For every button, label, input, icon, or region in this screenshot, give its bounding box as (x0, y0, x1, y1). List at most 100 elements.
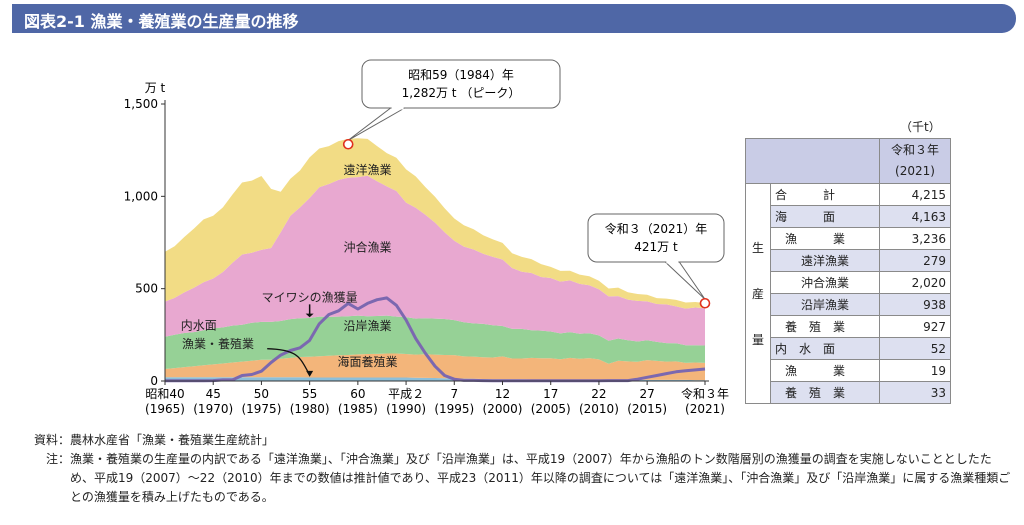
series-label: 漁業・養殖業 (182, 336, 254, 351)
x-tick-sublabel: (1980) (290, 402, 330, 416)
table-row-label-text: 漁 業 (785, 232, 846, 246)
callout-0: 昭和59（1984）年 1,282万 t （ピーク） (342, 59, 561, 150)
series-label: マイワシの漁獲量 (262, 291, 358, 305)
table-row-value: 927 (879, 315, 951, 338)
y-tick-label: 1,500 (124, 97, 158, 111)
y-tick-label: 500 (135, 282, 158, 296)
x-tick-label: 45 (206, 387, 221, 401)
area-series-4 (165, 138, 705, 309)
table-category-char: 量 (751, 332, 764, 347)
table-category-char: 産 (751, 286, 764, 301)
table-category: 生産量 (745, 183, 771, 404)
table-row: 漁 業 3,236 (746, 227, 951, 250)
callout-joint (666, 260, 679, 264)
y-tick-label: 1,000 (124, 189, 158, 203)
table-row: 内 水 面 52 (746, 337, 951, 360)
callout-pointer (664, 261, 706, 300)
table-row-value: 4,163 (879, 205, 951, 228)
table-row-value: 938 (879, 293, 951, 316)
x-tick-label: 27 (640, 387, 655, 401)
x-tick-label: 22 (591, 387, 606, 401)
area-series-2 (165, 315, 705, 369)
table-row: 生産量合 計 4,215 (745, 183, 951, 404)
table-row: 養 殖 業 33 (746, 381, 951, 404)
callout-marker (342, 138, 354, 150)
x-tick-label: 7 (450, 387, 458, 401)
x-tick-sublabel: (1975) (241, 402, 281, 416)
production-table: 令和３年 (2021) 生産量合 計 4,215 海 面 4,163 漁 業 3,236 遠洋漁… (745, 138, 951, 404)
x-tick-label: 50 (254, 387, 269, 401)
callout-pointer (347, 107, 405, 141)
table-row: 養 殖 業 927 (746, 315, 951, 338)
x-tick-label: 17 (543, 387, 558, 401)
table-row-value: 3,236 (879, 227, 951, 250)
callout-1: 令和３（2021）年 421万 t (587, 213, 725, 309)
y-tick-label: 0 (150, 374, 158, 388)
table-row-value: 52 (879, 337, 951, 360)
table-row-label-text: 内 水 面 (775, 342, 836, 356)
callout-marker (699, 297, 711, 309)
inland-arrow-line (267, 348, 311, 375)
table-row-value: 33 (879, 381, 951, 404)
note-key: 注： (45, 452, 70, 466)
table-row: 沿岸漁業 938 (746, 293, 951, 316)
callout-joint (391, 106, 404, 110)
x-tick-sublabel: (1990) (386, 402, 426, 416)
x-tick-sublabel: (1965) (145, 402, 185, 416)
series-label: 沿岸漁業 (343, 319, 391, 333)
x-tick-label: 令和３年 (681, 386, 729, 401)
callout-text: 421万 t (634, 240, 678, 254)
table-header-row: 令和３年 (2021) (745, 138, 951, 184)
table-row-label-text: 養 殖 業 (785, 386, 846, 400)
table-row-label-text: 海 面 (775, 210, 836, 224)
table-row-label-text: 遠洋漁業 (801, 254, 850, 268)
table-row-label: 沿岸漁業 (770, 293, 880, 316)
callout-text: 令和３（2021）年 (605, 221, 708, 236)
table-category-char: 生 (751, 240, 764, 255)
table-row-label: 漁 業 (770, 227, 880, 250)
table-row-label: 合 計 (770, 183, 880, 206)
x-tick-sublabel: (2015) (627, 402, 667, 416)
table-row-label: 内 水 面 (770, 337, 880, 360)
table-row-label: 漁 業 (770, 359, 880, 382)
figure-notes: 資料： 農林水産省「漁業・養殖業生産統計」 注： 漁業・養殖業の生産量の内訳であ… (34, 431, 1014, 507)
x-tick-sublabel: (2000) (483, 402, 523, 416)
callout-text: 1,282万 t （ピーク） (402, 86, 521, 100)
x-tick-label: 平成２ (388, 387, 424, 401)
table-row: 遠洋漁業 279 (746, 249, 951, 272)
callout-box (361, 59, 561, 109)
x-tick-sublabel: (2005) (531, 402, 571, 416)
source-text: 農林水産省「漁業・養殖業生産統計」 (70, 433, 275, 447)
x-tick-label: 昭和40 (145, 387, 184, 401)
series-label: 遠洋漁業 (343, 162, 391, 177)
table-row: 海 面 4,163 (746, 205, 951, 228)
figure-title-bar: 図表2-1 漁業・養殖業の生産量の推移 (12, 4, 1016, 33)
table-row-label-text: 合 計 (775, 188, 836, 202)
table-row-value: 19 (879, 359, 951, 382)
table-row-label: 沖合漁業 (770, 271, 880, 294)
table-row-label-text: 漁 業 (785, 364, 846, 378)
table-header-era: 令和３年 (890, 143, 939, 157)
series-label: 海面養殖業 (337, 354, 397, 369)
callout-box (587, 213, 725, 263)
production-area-chart: 万 t05001,0001,500昭和40(1965)45(1970)50(19… (124, 59, 729, 416)
table-row-label: 養 殖 業 (770, 381, 880, 404)
x-tick-label: 55 (302, 387, 317, 401)
x-tick-sublabel: (1995) (434, 402, 474, 416)
table-row-value: 2,020 (879, 271, 951, 294)
table-row-value: 279 (879, 249, 951, 272)
y-unit-label: 万 t (145, 81, 166, 95)
source-key: 資料： (34, 433, 71, 447)
figure-title: 図表2-1 漁業・養殖業の生産量の推移 (24, 12, 299, 31)
table-row-value: 4,215 (879, 183, 951, 206)
table-row: 沖合漁業 2,020 (746, 271, 951, 294)
table-row-label-text: 養 殖 業 (785, 320, 846, 334)
x-tick-sublabel: (2021) (685, 402, 725, 416)
table-row-label-text: 沖合漁業 (801, 276, 850, 290)
x-tick-sublabel: (1970) (193, 402, 233, 416)
table-row-label: 養 殖 業 (770, 315, 880, 338)
x-tick-sublabel: (2010) (579, 402, 619, 416)
series-label: 沖合漁業 (343, 240, 391, 255)
x-tick-label: 60 (350, 387, 365, 401)
table-header-blank (745, 138, 880, 184)
